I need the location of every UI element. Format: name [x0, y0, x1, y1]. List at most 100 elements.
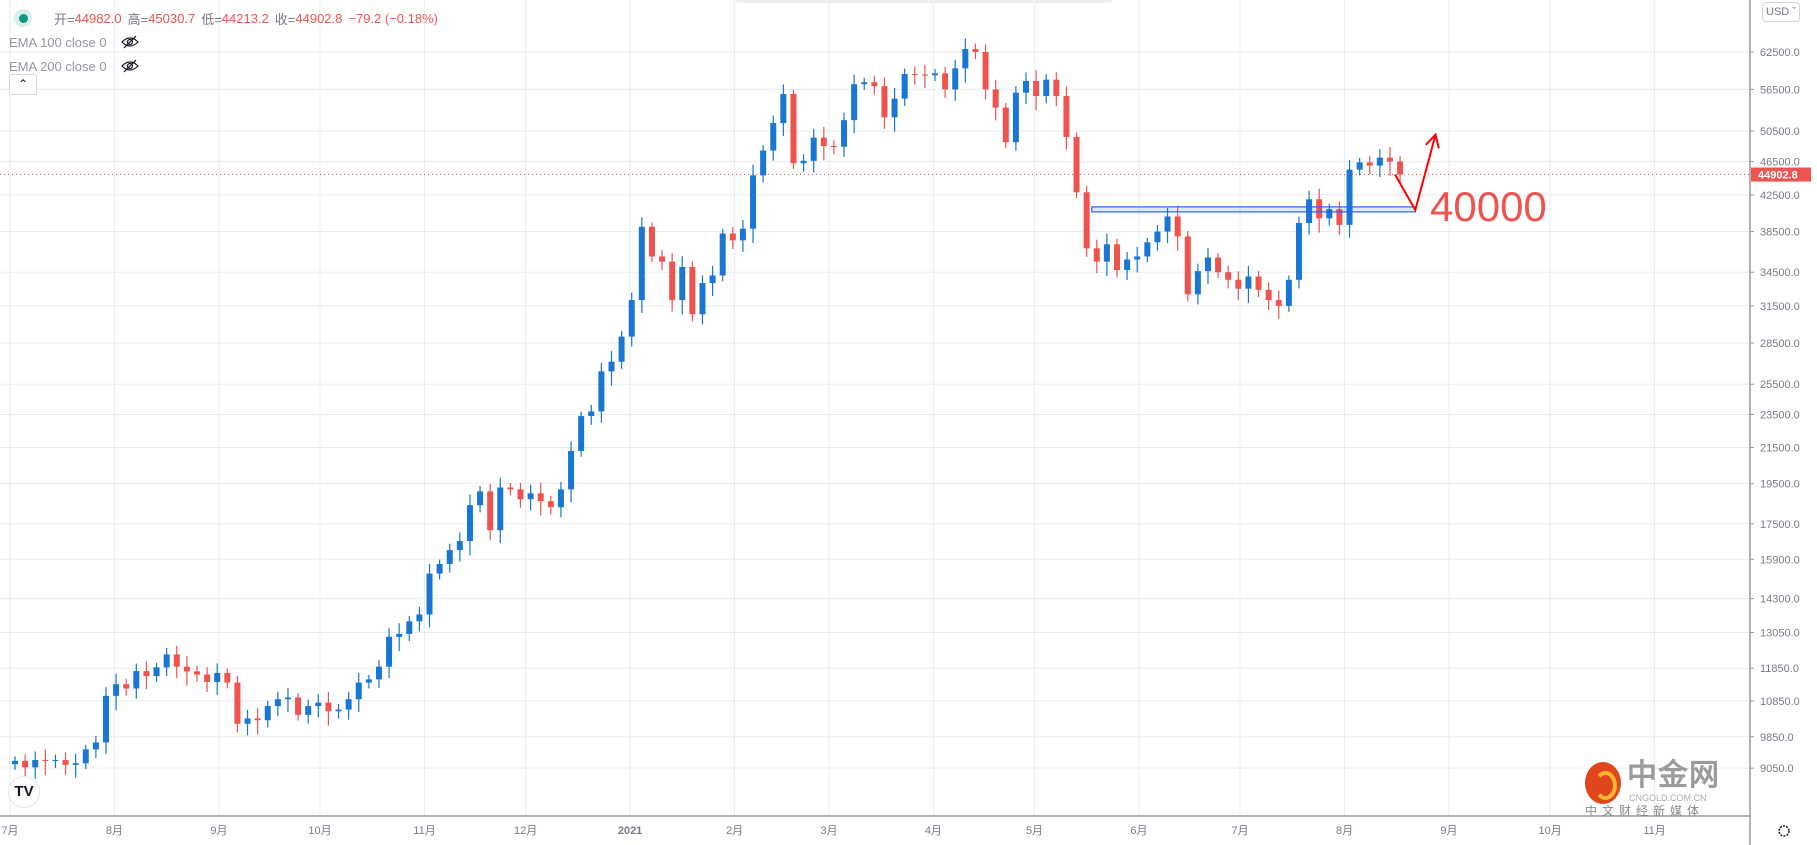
candle-up [760, 150, 767, 176]
candle-up [102, 695, 109, 743]
price-tick-label: 28500.0 [1760, 338, 1800, 350]
low-value: 44213.2 [221, 10, 269, 26]
candle-up [113, 684, 120, 696]
price-tick-label: 14300.0 [1760, 594, 1800, 606]
candle-up [608, 361, 615, 372]
candle-down [537, 493, 544, 502]
time-tick-label: 11月 [413, 825, 435, 837]
legend: 开= 44982.0 高= 45030.7 低= 44213.2 收= 44902.8 … [9, 6, 438, 78]
candle-up [214, 672, 221, 682]
candle-down [1033, 80, 1040, 97]
candle-up [1043, 79, 1050, 97]
price-tick-label: 42500.0 [1760, 190, 1800, 202]
candle-up [618, 336, 625, 362]
candle-up [477, 491, 484, 506]
close-value: 44902.8 [295, 10, 343, 26]
candle-down [1235, 279, 1242, 289]
candle-up [416, 614, 423, 622]
chevron-up-icon: ⌃ [17, 77, 29, 91]
candle-down [1386, 157, 1393, 162]
candle-down [22, 760, 29, 768]
candle-up [800, 160, 807, 164]
candle-down [1174, 216, 1181, 237]
candle-down [881, 86, 888, 118]
candle-down [547, 501, 554, 508]
candle-up [274, 699, 281, 707]
annotations[interactable]: 40000 [0, 132, 1750, 230]
support-zone-rectangle[interactable] [1091, 206, 1416, 213]
candle-up [426, 573, 433, 615]
candle-up [1346, 169, 1353, 225]
candle-up [466, 505, 473, 542]
trend-arrow[interactable] [1394, 134, 1437, 213]
watermark-logo: 中金网 CNGOLD.COM.CN 中文财经新媒体 [1585, 760, 1740, 818]
candle-down [648, 226, 655, 257]
chevron-down-icon: ˇ [1792, 6, 1796, 18]
price-tick-label: 31500.0 [1760, 301, 1800, 313]
candle-down [204, 674, 211, 682]
time-tick-label: 8月 [106, 825, 123, 837]
price-tick-label: 19500.0 [1760, 479, 1800, 491]
eye-hidden-icon[interactable] [120, 59, 139, 73]
candle-down [921, 74, 928, 76]
gear-icon[interactable] [1778, 825, 1790, 837]
candle-up [375, 666, 382, 680]
candle-down [1255, 276, 1262, 290]
time-tick-label: 3月 [820, 825, 837, 837]
candle-down [1225, 272, 1232, 280]
candle-up [699, 283, 706, 315]
candle-down [234, 682, 241, 724]
candle-up [750, 175, 757, 229]
price-tick-label: 21500.0 [1760, 442, 1800, 454]
price-tick-label: 56500.0 [1760, 84, 1800, 96]
candle-up [1124, 259, 1131, 271]
low-label: 低= [201, 11, 222, 27]
candle-up [1144, 242, 1151, 257]
price-tick-label: 15900.0 [1760, 554, 1800, 566]
candle-up [1164, 216, 1171, 232]
candle-down [1073, 136, 1080, 193]
eye-hidden-icon[interactable] [120, 35, 139, 49]
candle-up [1285, 279, 1292, 306]
watermark-name: 中金网 [1627, 759, 1720, 792]
arrowhead-icon [1425, 132, 1440, 149]
candle-up [446, 550, 453, 564]
indicator-ema100[interactable]: EMA 100 close 0 [9, 30, 438, 54]
status-dot-icon [14, 9, 32, 27]
currency-dropdown[interactable]: USD ˇ [1762, 2, 1800, 22]
indicator-ema200[interactable]: EMA 200 close 0 [9, 54, 438, 78]
collapse-legend-button[interactable]: ⌃ [9, 74, 37, 95]
time-tick-label: 5月 [1026, 825, 1043, 837]
price-tick-label: 50500.0 [1760, 126, 1800, 138]
candle-down [1063, 96, 1070, 137]
ohlc-row: 开= 44982.0 高= 45030.7 低= 44213.2 收= 44902.8 … [14, 6, 438, 30]
candle-down [911, 73, 918, 75]
candle-down [790, 94, 797, 164]
candle-down [689, 266, 696, 315]
candle-down [254, 718, 261, 721]
candle-up [770, 123, 777, 151]
candle-up [628, 300, 635, 337]
time-tick-label: 12月 [514, 825, 537, 837]
candle-down [992, 89, 999, 108]
tradingview-logo[interactable]: TV [8, 776, 40, 808]
candle-up [568, 450, 575, 490]
candle-down [1275, 300, 1282, 306]
top-toolbar-handle[interactable] [736, 0, 1112, 3]
candle-down [42, 760, 49, 762]
candle-down [183, 666, 190, 672]
annotation-text[interactable]: 40000 [1430, 183, 1547, 230]
candle-down [295, 697, 302, 715]
high-label: 高= [127, 11, 149, 27]
candle-up [1194, 271, 1201, 295]
candle-down [1002, 107, 1009, 143]
candle-down [1366, 162, 1373, 166]
candle-up [72, 763, 79, 765]
candle-up [901, 73, 908, 99]
candle-up [406, 621, 413, 634]
candle-up [436, 563, 443, 574]
candle-up [386, 636, 393, 667]
candle-up [1154, 231, 1161, 243]
